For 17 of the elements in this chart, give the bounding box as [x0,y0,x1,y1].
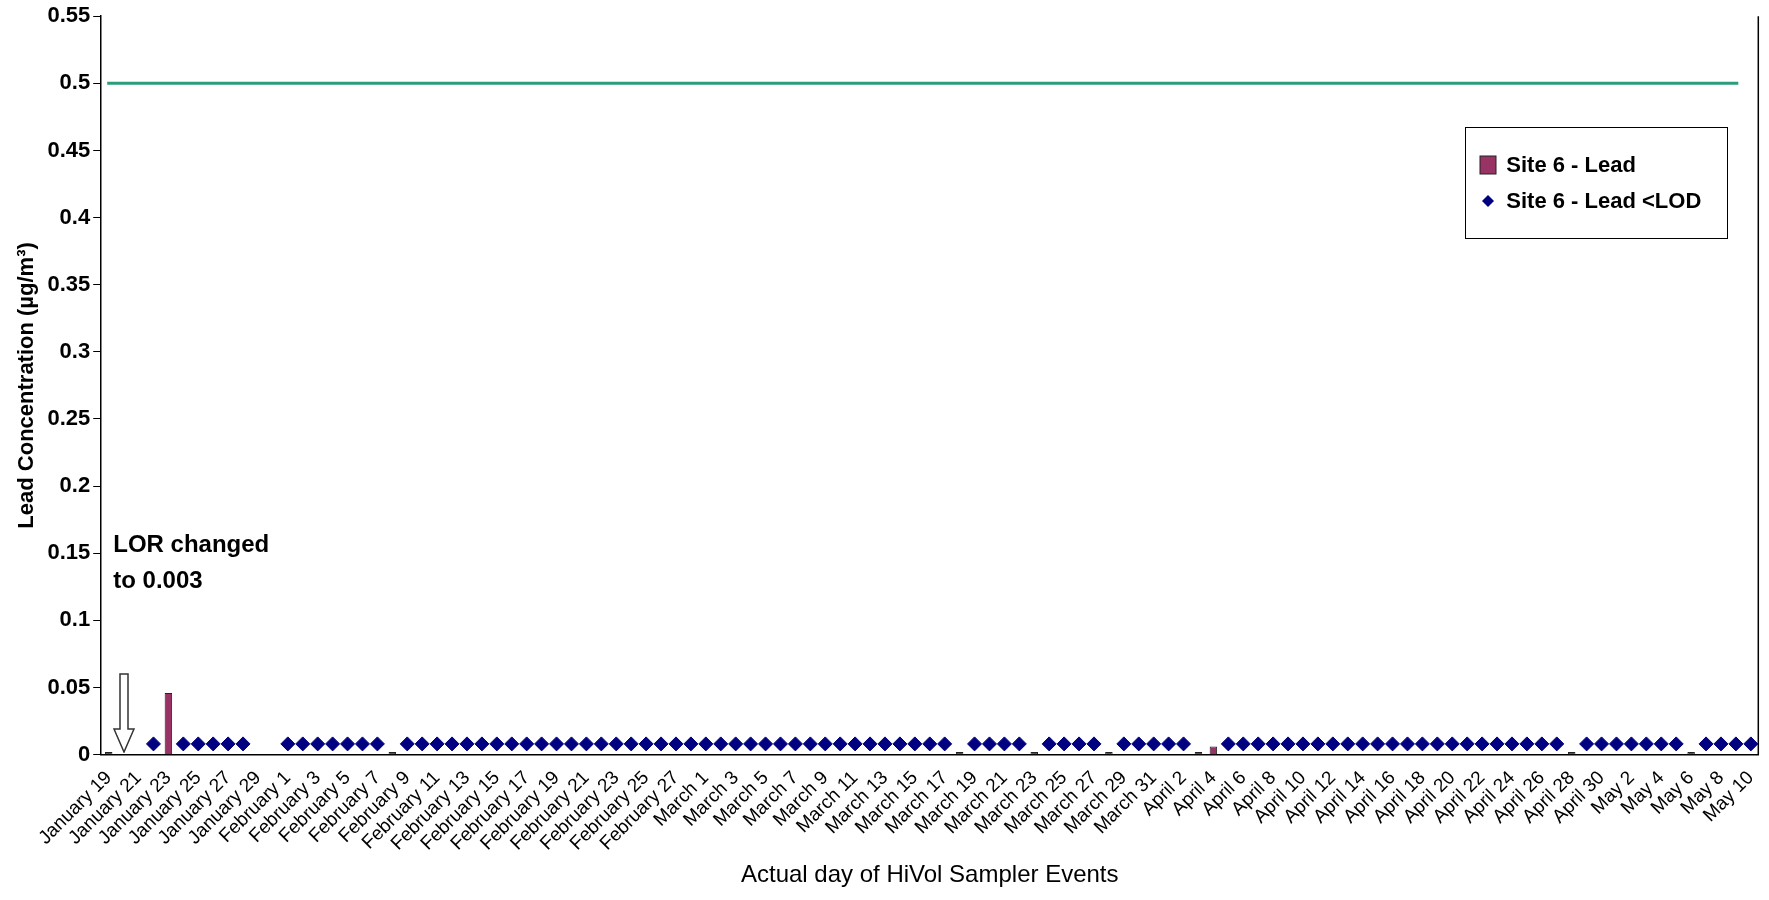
y-tick-label: 0.4 [59,203,91,229]
annotation: LOR changed to 0.003 [113,529,270,593]
y-tick-label: 0 [77,740,91,766]
y-tick-label: 0.05 [47,673,91,699]
legend-label: Site 6 - Lead [1506,151,1636,178]
x-axis-title: Actual day of HiVol Sampler Events [740,860,1119,888]
y-tick-label: 0.45 [47,136,91,162]
y-tick-label: 0.15 [47,539,91,565]
y-tick-label: 0.5 [59,69,91,95]
y-tick-label: 0.25 [47,405,91,431]
y-tick-label: 0.1 [59,606,91,632]
legend-label: Site 6 - Lead <LOD [1506,187,1702,214]
y-tick-label: 0.35 [47,270,91,296]
y-tick-label: 0.3 [59,337,91,363]
y-tick-label: 0.55 [47,2,91,28]
y-axis-title: Lead Concentration (µg/m³) [13,242,39,529]
y-tick-label: 0.2 [59,472,91,498]
